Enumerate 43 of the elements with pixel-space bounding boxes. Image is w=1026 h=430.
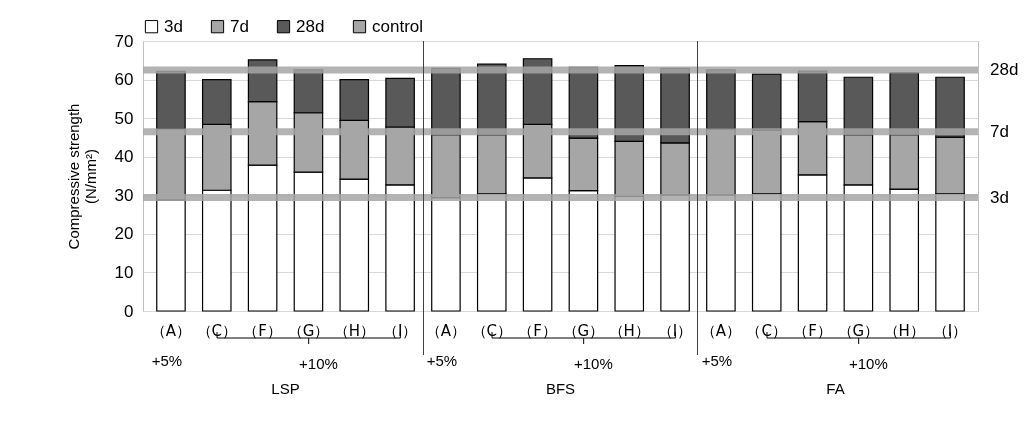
x-tick-label: （A）: [425, 321, 467, 340]
text: FA: [826, 380, 845, 397]
text: +5%: [151, 352, 183, 369]
x-tick-label: （F）: [793, 321, 832, 340]
ref-line-label: 28d: [990, 59, 1019, 79]
text: BFS: [545, 380, 576, 397]
x-tick-label: （H）: [883, 321, 925, 340]
x-tick-label: （G）: [837, 321, 880, 340]
x-tick-label: （H）: [333, 321, 375, 340]
x-tick-label: （G）: [562, 321, 605, 340]
text: +10%: [574, 355, 613, 372]
x-tick-label: （I）: [657, 321, 693, 340]
y-tick-label: 50: [114, 108, 134, 128]
text: LSP: [271, 380, 300, 397]
y-axis-title: Compressive strength (N/mm²): [64, 103, 99, 250]
text: +10%: [299, 355, 338, 372]
y-tick-label: 0: [124, 301, 134, 321]
x-tick-label: （C）: [471, 321, 512, 340]
legend-label: 28d: [296, 16, 325, 36]
x-tick-label: （C）: [196, 321, 238, 340]
x-tick-label: （G）: [287, 321, 330, 340]
x-tick-label: （F）: [243, 321, 282, 340]
y-tick-label: 60: [114, 70, 134, 90]
y-tick-label: 30: [114, 185, 134, 205]
x-tick-label: （F）: [518, 321, 557, 340]
ref-line-label: 3d: [990, 187, 1009, 207]
y-tick-label: 20: [114, 224, 134, 244]
x-tick-label: （A）: [700, 321, 742, 340]
x-tick-label: （I）: [382, 321, 418, 340]
x-tick-label: （C）: [746, 321, 787, 340]
text: control: [372, 16, 424, 36]
legend-label: 7d: [230, 16, 249, 36]
x-tick-label: （A）: [150, 321, 192, 340]
y-tick-label: 10: [114, 262, 134, 282]
y-tick-label: 40: [114, 147, 134, 167]
legend-label: 3d: [164, 16, 183, 36]
text: +5%: [426, 352, 458, 369]
x-tick-label: （I）: [932, 321, 968, 340]
y-tick-label: 70: [114, 31, 134, 51]
text: +5%: [701, 352, 733, 369]
x-tick-label: （H）: [608, 321, 650, 340]
text: +10%: [848, 355, 888, 372]
ref-line-label: 7d: [990, 121, 1009, 141]
